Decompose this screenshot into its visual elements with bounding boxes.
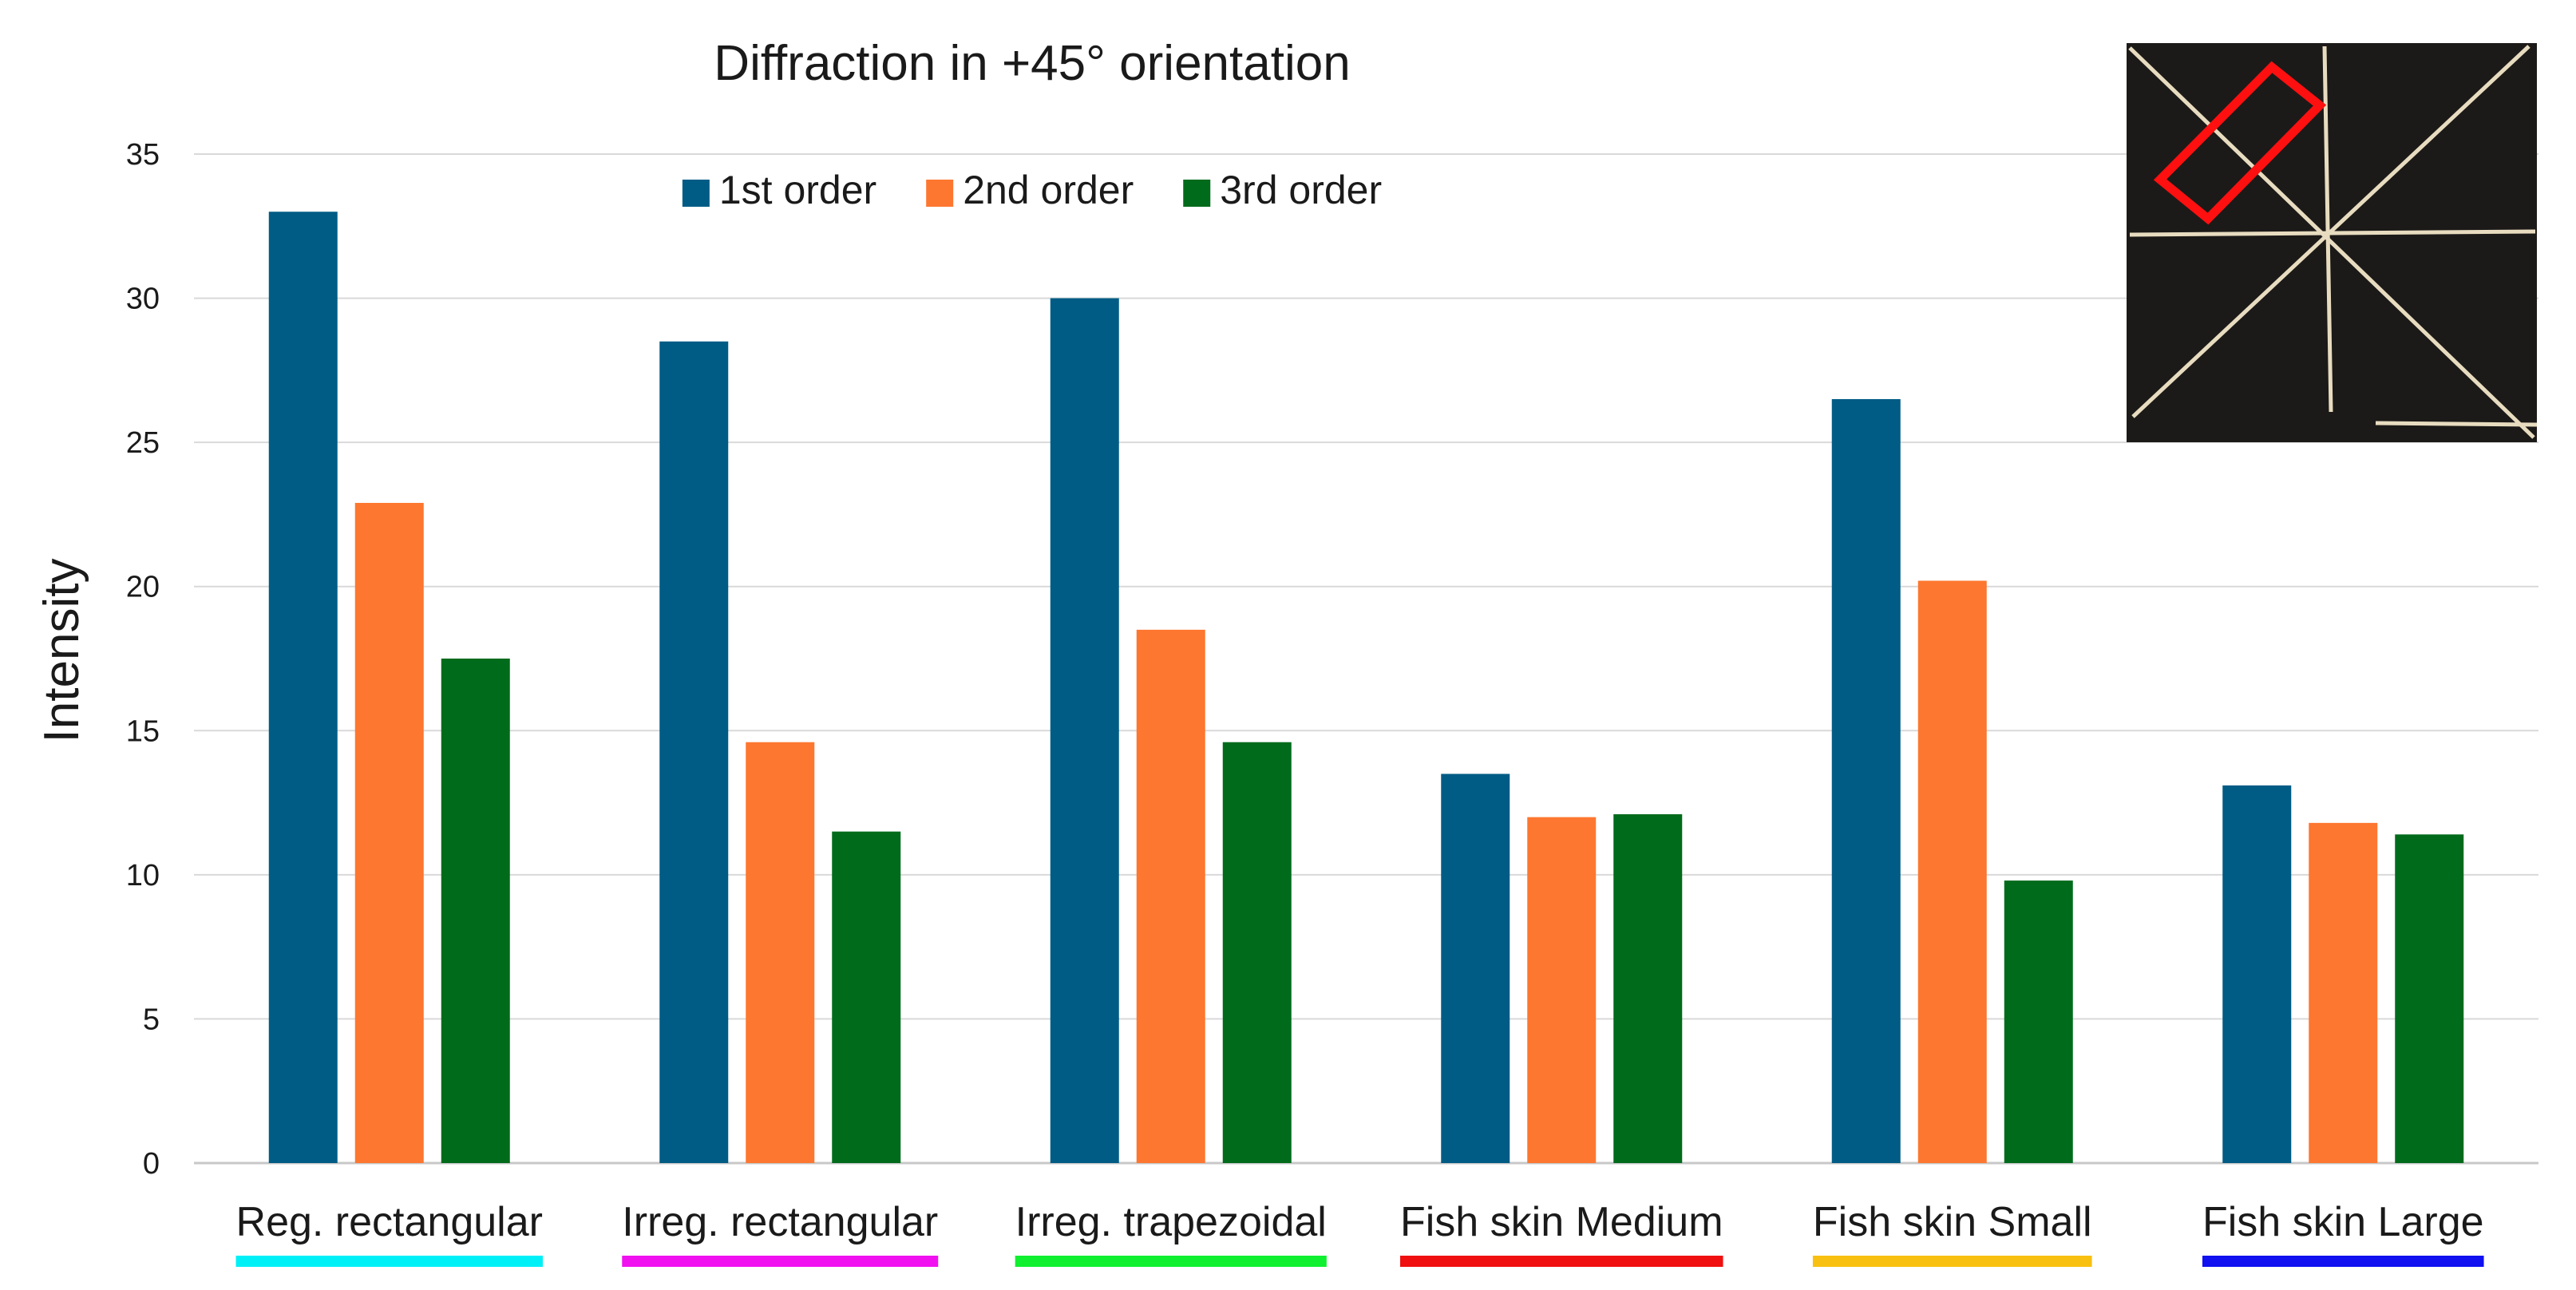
legend-swatch	[682, 180, 710, 207]
y-tick-label: 30	[126, 283, 160, 316]
category-underline	[1015, 1256, 1327, 1267]
bar	[659, 341, 729, 1163]
y-tick-label: 5	[143, 1003, 160, 1036]
bar	[2222, 785, 2292, 1163]
category-underline	[1812, 1256, 2092, 1267]
legend-item: 2nd order	[926, 168, 1134, 212]
inset-highlight-box	[2153, 61, 2327, 225]
category-underline	[235, 1256, 543, 1267]
bars	[268, 212, 2464, 1164]
chart-title: Diffraction in +45° orientation	[714, 36, 1350, 91]
bar	[441, 659, 510, 1163]
y-tick-label: 0	[143, 1147, 160, 1181]
bar	[268, 212, 338, 1164]
bar	[1613, 814, 1683, 1163]
legend-label: 3rd order	[1220, 168, 1382, 212]
category-underline	[622, 1256, 939, 1267]
bar	[1527, 817, 1597, 1163]
y-tick-label: 25	[126, 426, 160, 460]
category-label: Irreg. rectangular	[622, 1199, 938, 1245]
bar	[1050, 298, 1119, 1164]
y-tick-label: 15	[126, 714, 160, 748]
grid-photo-icon	[2127, 43, 2538, 442]
y-axis-label: Intensity	[34, 559, 89, 743]
legend-item: 3rd order	[1183, 168, 1382, 212]
legend-item: 1st order	[682, 168, 876, 212]
category-label: Fish skin Medium	[1400, 1199, 1723, 1245]
legend: 1st order 2nd order 3rd order	[682, 168, 1382, 212]
category-underline	[1399, 1256, 1723, 1267]
legend-swatch	[1183, 180, 1211, 207]
bar	[832, 831, 901, 1163]
bar	[1917, 580, 1987, 1163]
bar	[1831, 398, 1901, 1163]
bar	[2395, 834, 2464, 1163]
category-underline	[2202, 1256, 2484, 1267]
bar	[2004, 880, 2073, 1163]
y-tick-label: 20	[126, 571, 160, 604]
grid-lines	[194, 153, 2538, 1165]
y-axis-ticks: 0 5 10 15 20 25 30 35	[126, 138, 160, 1181]
bar	[1441, 774, 1510, 1163]
bar	[2309, 822, 2378, 1163]
legend-label: 2nd order	[963, 168, 1134, 212]
legend-label: 1st order	[719, 168, 876, 212]
bar	[1222, 742, 1292, 1163]
category-label: Fish skin Small	[1813, 1199, 2092, 1245]
category-label: Irreg. trapezoidal	[1015, 1199, 1327, 1245]
inset-grid-lines	[2128, 45, 2538, 439]
category-label: Reg. rectangular	[236, 1199, 543, 1245]
y-tick-label: 10	[126, 859, 160, 892]
legend-swatch	[926, 180, 954, 207]
category-label: Fish skin Large	[2202, 1199, 2484, 1245]
bar	[1136, 629, 1205, 1163]
y-tick-label: 35	[126, 138, 160, 172]
category-labels: Reg. rectangular Irreg. rectangular Irreg.…	[235, 1199, 2484, 1267]
bar	[746, 742, 815, 1163]
bar	[354, 502, 424, 1163]
